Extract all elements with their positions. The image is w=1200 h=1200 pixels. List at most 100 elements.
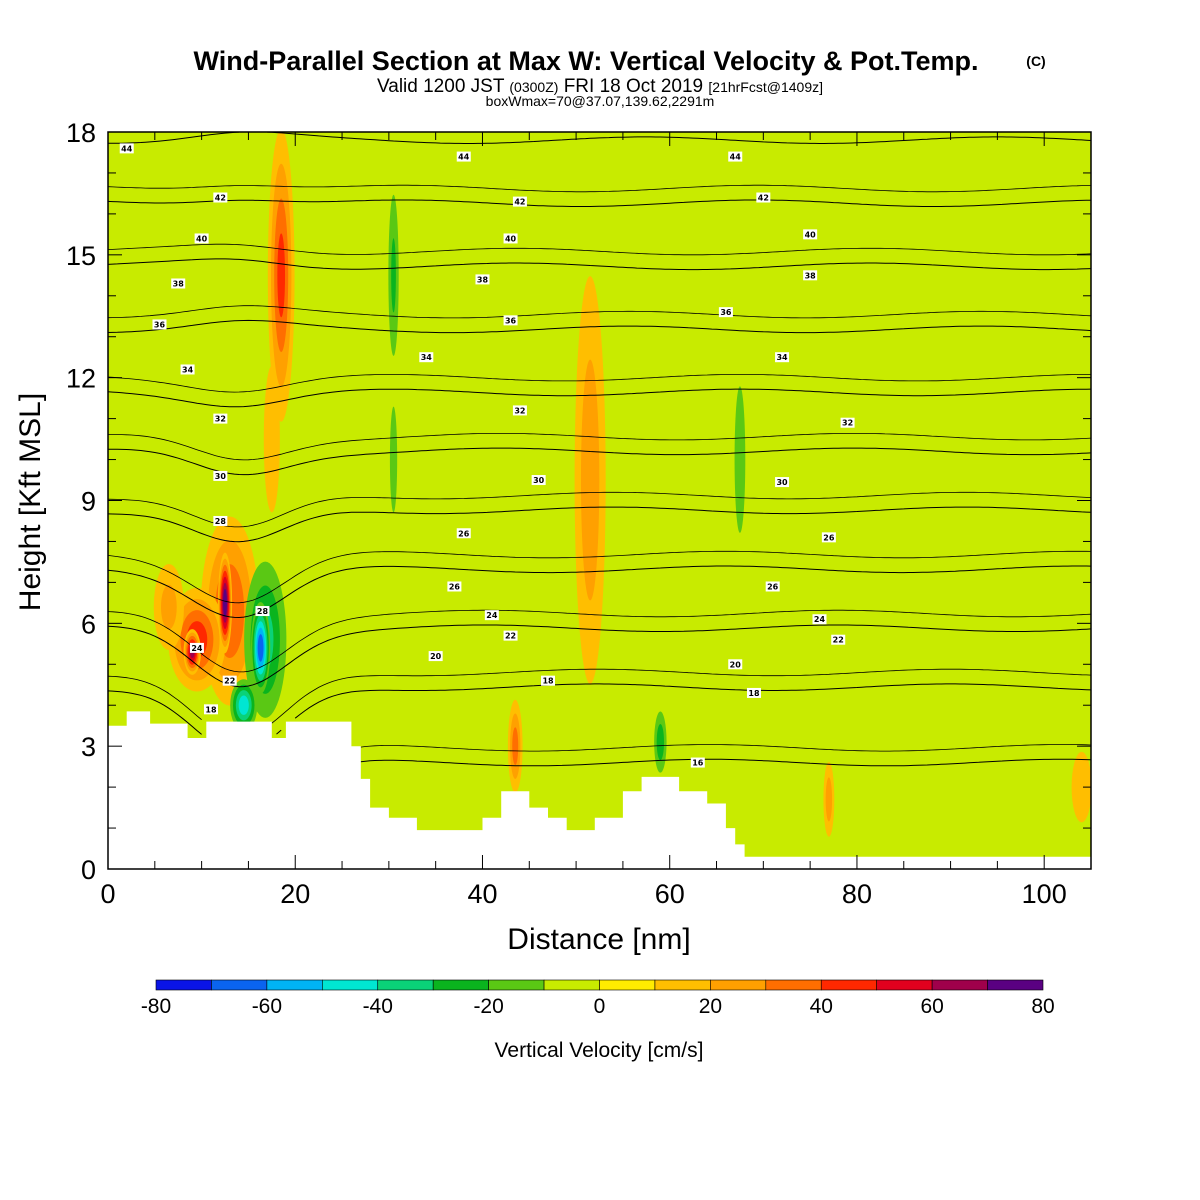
theta-contour-34 <box>108 199 1091 207</box>
contour-label-bg <box>475 274 490 285</box>
theta-contour-36 <box>108 132 1091 144</box>
x-tick-label: 20 <box>280 879 310 909</box>
theta-contour-minor-32 <box>108 243 1091 256</box>
w-contour-15-0 <box>734 386 746 533</box>
w-contour-17-0 <box>1071 751 1091 823</box>
contour-label-41: 16 <box>690 757 705 768</box>
contour-label-text: 28 <box>215 517 227 526</box>
colorbar-label: Vertical Velocity [cm/s] <box>495 1039 704 1062</box>
theta-contour-minor-34 <box>108 184 1091 193</box>
contour-label-27: 26 <box>447 581 462 592</box>
theta-contour-28 <box>108 388 1091 408</box>
contour-label-text: 30 <box>776 478 788 487</box>
theta-contour-18 <box>108 683 1091 735</box>
contour-label-7: 40 <box>503 233 518 244</box>
contour-labels: 44 44 44 42 42 42 40 40 40 38 38 38 36 36 36 34 34 34 32 32… <box>119 143 855 768</box>
w-contour-4-1 <box>160 584 177 630</box>
contour-label-36: 18 <box>746 687 761 698</box>
contour-label-33: 20 <box>428 651 443 662</box>
y-tick-label: 15 <box>66 241 96 271</box>
contour-label-31: 22 <box>503 630 518 641</box>
theta-contour-minor-28 <box>108 374 1091 393</box>
x-tick-label: 0 <box>100 879 115 909</box>
colorbar-tick-label: 40 <box>810 995 833 1018</box>
contour-label-text: 40 <box>505 234 517 243</box>
contour-label-text: 36 <box>505 316 517 325</box>
contour-label-34: 20 <box>728 659 743 670</box>
colorbar-swatch-3 <box>322 979 379 991</box>
contour-label-19: 32 <box>512 405 527 416</box>
colorbar-swatch-11 <box>765 979 822 991</box>
contour-label-22: 30 <box>531 475 546 486</box>
w-contour-7-3 <box>238 695 249 715</box>
contour-label-bg <box>180 364 195 375</box>
contour-label-text: 32 <box>514 406 525 415</box>
contour-label-text: 22 <box>224 677 235 686</box>
colorbar-tick-label: -60 <box>252 995 282 1018</box>
contour-label-text: 38 <box>173 279 185 288</box>
contour-label-bg <box>213 515 228 526</box>
theta-contour-minor-30 <box>108 305 1091 319</box>
box-max-info: boxWmax=70@37.07,139.62,2291m <box>486 93 715 109</box>
contour-label-bg <box>503 315 518 326</box>
contour-label-12: 36 <box>152 319 167 330</box>
valid-date: FRI 18 Oct 2019 <box>564 76 703 97</box>
x-tick-label: 40 <box>467 879 497 909</box>
contour-label-bg <box>512 405 527 416</box>
contour-label-text: 32 <box>215 415 226 424</box>
contour-label-23: 30 <box>775 477 790 488</box>
w-contour-16-1 <box>825 777 833 822</box>
x-tick-label: 60 <box>655 879 685 909</box>
theta-contour-minor-18 <box>108 668 1091 724</box>
contour-label-30: 24 <box>812 614 827 625</box>
contour-label-text: 42 <box>215 194 226 203</box>
colorbar-swatch-1 <box>211 979 268 991</box>
contour-label-bg <box>541 675 556 686</box>
contour-label-bg <box>831 634 846 645</box>
contour-label-1: 44 <box>456 151 471 162</box>
contour-label-text: 28 <box>257 607 269 616</box>
forecast-info: [21hrFcst@1409z] <box>708 79 823 95</box>
contour-label-bg <box>213 470 228 481</box>
contour-label-0: 44 <box>119 143 134 154</box>
y-axis-label: Height [Kft MSL] <box>14 393 47 611</box>
contour-label-text: 18 <box>542 677 554 686</box>
contour-label-8: 40 <box>803 229 818 240</box>
x-axis-label: Distance [nm] <box>507 923 690 956</box>
contour-label-25: 26 <box>456 528 471 539</box>
contour-label-text: 36 <box>154 320 166 329</box>
theta-contour-24 <box>108 506 1091 543</box>
x-axis: 0 20 40 60 80 100 <box>100 132 1092 909</box>
contour-label-text: 42 <box>758 194 769 203</box>
y-tick-label: 12 <box>66 364 96 394</box>
contour-label-text: 20 <box>430 652 442 661</box>
contour-label-text: 26 <box>449 582 461 591</box>
theta-contour-22 <box>108 565 1091 619</box>
colorbar: -80 -60 -40 -20 0 20 40 60 80 <box>141 979 1055 1018</box>
contour-label-20: 32 <box>840 417 855 428</box>
contour-label-13: 36 <box>503 315 518 326</box>
contour-label-38: 28 <box>255 606 270 617</box>
contour-label-18: 32 <box>213 413 228 424</box>
theta-contour-minor-24 <box>108 491 1091 528</box>
contour-label-21: 30 <box>213 470 228 481</box>
chart-title: Wind-Parallel Section at Max W: Vertical… <box>194 46 979 76</box>
contour-label-bg <box>775 477 790 488</box>
y-tick-label: 6 <box>81 609 96 639</box>
contour-label-text: 44 <box>730 153 742 162</box>
contour-label-text: 40 <box>805 230 817 239</box>
colorbar-swatch-4 <box>377 979 434 991</box>
contour-label-bg <box>213 192 228 203</box>
contour-label-11: 38 <box>803 270 818 281</box>
contour-label-text: 24 <box>486 611 498 620</box>
contour-label-bg <box>803 270 818 281</box>
contour-label-bg <box>171 278 186 289</box>
contour-label-text: 40 <box>196 234 208 243</box>
plot-area: 44 44 44 42 42 42 40 40 40 38 38 38 36 36 36 34 34 34 32 32… <box>108 132 1091 869</box>
contour-label-bg <box>213 413 228 424</box>
contour-label-32: 22 <box>831 634 846 645</box>
contour-label-text: 36 <box>720 308 732 317</box>
contour-label-bg <box>503 233 518 244</box>
contour-label-text: 44 <box>458 153 470 162</box>
